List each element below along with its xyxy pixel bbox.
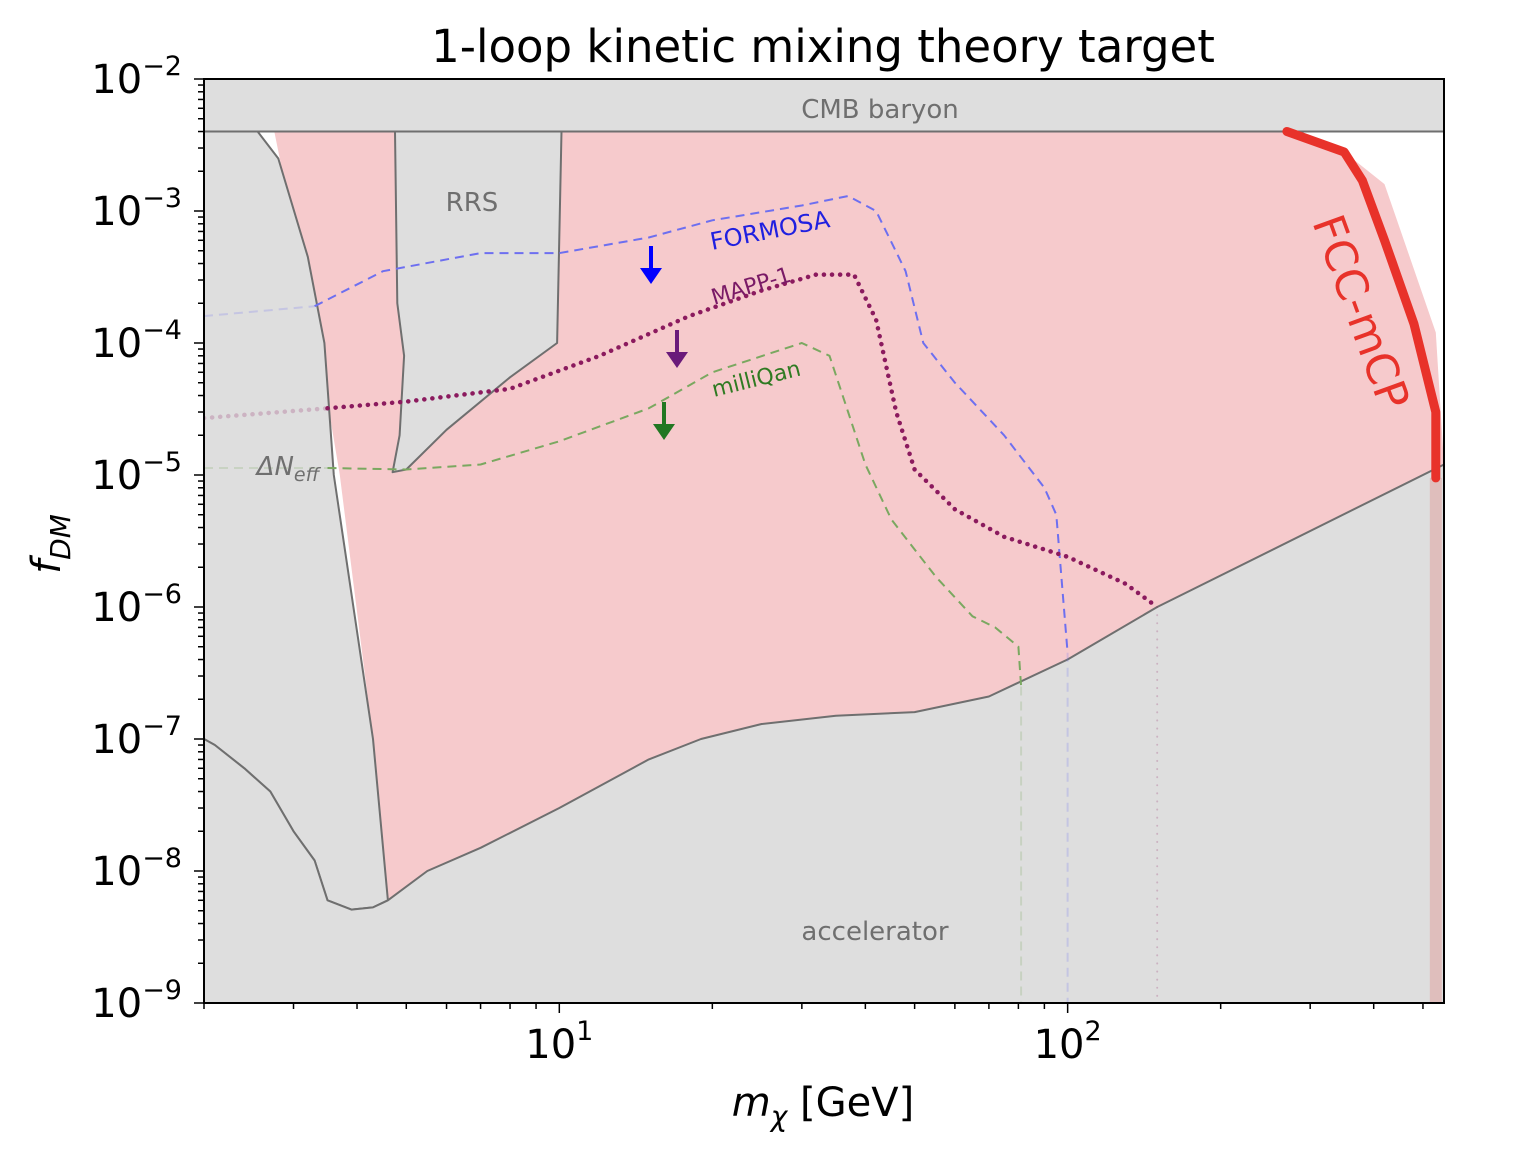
y-tick-base: 10 <box>91 981 142 1027</box>
chart-title: 1-loop kinetic mixing theory target <box>431 20 1215 73</box>
y-tick-base: 10 <box>91 321 142 367</box>
y-tick-exp: −6 <box>142 579 182 610</box>
x-axis-title-sub: χ <box>769 1100 789 1133</box>
y-tick-label: 10−4 <box>91 315 182 367</box>
delta-neff-sub: eff <box>294 464 322 486</box>
excluded-region-accelerator <box>204 463 1444 1003</box>
y-tick-base: 10 <box>91 585 142 631</box>
y-tick-base: 10 <box>91 57 142 103</box>
x-axis-title: mχ [GeV] <box>732 1080 914 1133</box>
cmb-baryon-label: CMB baryon <box>801 95 959 125</box>
y-tick-exp: −8 <box>142 843 182 874</box>
y-tick-exp: −7 <box>142 711 182 742</box>
plot-area <box>204 79 1444 1003</box>
y-tick-label: 10−8 <box>91 843 182 895</box>
y-tick-base: 10 <box>91 849 142 895</box>
y-tick-exp: −4 <box>142 315 182 346</box>
y-tick-label: 10−5 <box>91 447 182 499</box>
milliqan-arrow <box>653 402 675 440</box>
y-tick-base: 10 <box>91 717 142 763</box>
excluded-regions <box>204 79 1444 1003</box>
x-axis: 101 102 <box>203 1003 1424 1068</box>
plot-frame <box>203 78 1445 1004</box>
delta-neff-label: ΔNeff <box>255 452 322 486</box>
x-tick-exp: 1 <box>576 1016 593 1047</box>
milliqan-arrow-head <box>653 424 675 440</box>
x-tick-base: 10 <box>1034 1022 1085 1068</box>
excluded-region-cmb-baryon <box>204 79 1444 133</box>
y-tick-exp: −2 <box>142 51 182 82</box>
formosa-arrow <box>640 246 662 284</box>
y-axis: 10−210−310−410−510−610−710−810−9 <box>91 51 204 1027</box>
fcc-mcp-curve <box>1282 127 1441 483</box>
formosa-arrow-head <box>640 268 662 284</box>
y-tick-label: 10−7 <box>91 711 182 763</box>
x-tick-exp: 2 <box>1085 1016 1102 1047</box>
x-tick-label: 102 <box>1034 1016 1102 1068</box>
y-axis-title-sub: DM <box>44 514 77 560</box>
mapp-arrow <box>666 330 688 368</box>
x-tick-label: 101 <box>525 1016 593 1068</box>
y-tick-base: 10 <box>91 453 142 499</box>
milliqan-curve <box>327 342 1023 687</box>
formosa-faint-extension <box>204 305 315 318</box>
delta-neff-main: ΔN <box>255 452 294 482</box>
x-axis-title-main: m <box>732 1080 771 1126</box>
y-axis-title: fDM <box>24 514 77 574</box>
y-tick-exp: −3 <box>142 183 182 214</box>
y-tick-label: 10−9 <box>91 975 182 1027</box>
x-tick-base: 10 <box>525 1022 576 1068</box>
y-tick-base: 10 <box>91 189 142 235</box>
accelerator-label: accelerator <box>801 917 948 947</box>
y-tick-label: 10−2 <box>91 51 182 103</box>
mapp-arrow-head <box>666 352 688 368</box>
y-tick-label: 10−3 <box>91 183 182 235</box>
x-axis-title-rest: [GeV] <box>787 1080 914 1126</box>
y-tick-exp: −5 <box>142 447 182 478</box>
y-tick-exp: −9 <box>142 975 182 1006</box>
theory-target-region <box>274 131 1444 901</box>
y-tick-label: 10−6 <box>91 579 182 631</box>
projection-curves <box>204 127 1442 1003</box>
mapp-1-curve <box>325 272 1160 610</box>
rrs-label: RRS <box>446 188 499 218</box>
mapp-1-faint-extension <box>204 406 330 421</box>
formosa-curve <box>314 195 1069 653</box>
